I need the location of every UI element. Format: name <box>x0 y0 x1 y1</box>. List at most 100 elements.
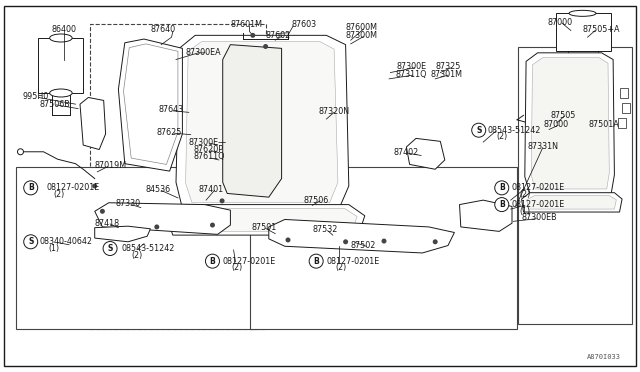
Circle shape <box>495 198 509 212</box>
Text: 87640: 87640 <box>150 25 175 34</box>
Bar <box>618 118 626 128</box>
Bar <box>620 88 628 98</box>
Text: (2): (2) <box>232 263 243 272</box>
Circle shape <box>472 123 486 137</box>
Circle shape <box>343 239 348 244</box>
Text: 08127-0201E: 08127-0201E <box>512 183 565 192</box>
Text: 87300EA: 87300EA <box>186 48 221 57</box>
Ellipse shape <box>50 89 72 97</box>
Circle shape <box>17 149 24 155</box>
Text: 08127-0201E: 08127-0201E <box>326 257 380 266</box>
Circle shape <box>92 183 97 189</box>
Text: A870I033: A870I033 <box>587 354 621 360</box>
Text: 87501: 87501 <box>252 223 276 232</box>
Text: S: S <box>108 244 113 253</box>
Text: 87643: 87643 <box>159 105 184 114</box>
Text: 84536: 84536 <box>146 185 171 194</box>
Polygon shape <box>223 45 282 197</box>
Bar <box>16 167 256 329</box>
Text: 08543-51242: 08543-51242 <box>122 244 175 253</box>
Polygon shape <box>176 35 349 208</box>
Text: 87300EB: 87300EB <box>522 213 557 222</box>
Text: 87603: 87603 <box>291 20 316 29</box>
Text: 08127-0201E: 08127-0201E <box>223 257 276 266</box>
Text: 87402: 87402 <box>394 148 419 157</box>
Circle shape <box>495 181 509 195</box>
Bar <box>250 167 517 329</box>
Ellipse shape <box>569 10 596 16</box>
Bar <box>622 103 630 113</box>
Text: (2): (2) <box>131 251 143 260</box>
Text: B: B <box>28 183 33 192</box>
Circle shape <box>309 254 323 268</box>
Text: B: B <box>314 257 319 266</box>
Polygon shape <box>460 200 512 231</box>
Text: 87600M: 87600M <box>346 23 378 32</box>
Text: 87300M: 87300M <box>346 31 378 40</box>
Text: 87418: 87418 <box>95 219 120 228</box>
Circle shape <box>103 241 117 256</box>
Text: 87331N: 87331N <box>528 142 559 151</box>
Text: 87620P: 87620P <box>194 145 224 154</box>
Text: 87325: 87325 <box>435 62 461 71</box>
Text: 87506: 87506 <box>304 196 329 205</box>
Circle shape <box>433 239 438 244</box>
Polygon shape <box>80 97 106 150</box>
Circle shape <box>220 198 225 203</box>
Text: 995H0: 995H0 <box>22 92 49 101</box>
Text: 87401: 87401 <box>198 185 223 194</box>
Polygon shape <box>174 208 357 231</box>
Polygon shape <box>522 193 622 212</box>
Polygon shape <box>95 226 150 242</box>
Text: 87320N: 87320N <box>319 107 350 116</box>
Text: 87300E—: 87300E— <box>189 138 227 147</box>
Text: 87506B: 87506B <box>40 100 70 109</box>
Text: 08543-51242: 08543-51242 <box>488 126 541 135</box>
Polygon shape <box>186 42 338 203</box>
Text: 87311Q: 87311Q <box>396 70 427 79</box>
Text: (1): (1) <box>49 244 60 253</box>
Circle shape <box>250 33 255 38</box>
Bar <box>518 46 632 324</box>
Text: 08340-40642: 08340-40642 <box>40 237 93 246</box>
Text: 87625: 87625 <box>157 128 182 137</box>
Polygon shape <box>166 205 365 235</box>
Text: (1): (1) <box>520 207 531 216</box>
Text: B: B <box>499 183 504 192</box>
Polygon shape <box>269 219 454 253</box>
Text: 87505+A: 87505+A <box>582 25 620 34</box>
Text: 08127-0201E: 08127-0201E <box>512 200 565 209</box>
Circle shape <box>154 224 159 230</box>
Text: (2): (2) <box>54 190 65 199</box>
Circle shape <box>24 235 38 249</box>
Text: S: S <box>476 126 481 135</box>
Bar <box>90 24 266 329</box>
Circle shape <box>285 237 291 243</box>
Text: S: S <box>28 237 33 246</box>
Bar <box>38 38 83 93</box>
Polygon shape <box>406 138 445 169</box>
Text: (2): (2) <box>520 190 531 199</box>
Text: 87501A: 87501A <box>589 120 620 129</box>
Text: 87000: 87000 <box>547 18 572 27</box>
Polygon shape <box>527 196 616 209</box>
Bar <box>556 13 611 51</box>
Text: 87330: 87330 <box>115 199 140 208</box>
Circle shape <box>381 238 387 244</box>
Text: 87000: 87000 <box>544 120 569 129</box>
Text: 08127-0201E: 08127-0201E <box>46 183 99 192</box>
Text: 87502: 87502 <box>351 241 376 250</box>
Circle shape <box>24 181 38 195</box>
Text: B: B <box>499 200 504 209</box>
Text: 87532: 87532 <box>312 225 338 234</box>
Text: 86400: 86400 <box>51 25 76 34</box>
Polygon shape <box>95 203 230 234</box>
Text: B: B <box>210 257 215 266</box>
Polygon shape <box>531 58 609 189</box>
Text: 87611Q: 87611Q <box>194 153 225 161</box>
Text: 87601M: 87601M <box>230 20 262 29</box>
Polygon shape <box>525 53 614 193</box>
Circle shape <box>210 222 215 228</box>
Polygon shape <box>118 39 182 171</box>
Circle shape <box>263 44 268 49</box>
